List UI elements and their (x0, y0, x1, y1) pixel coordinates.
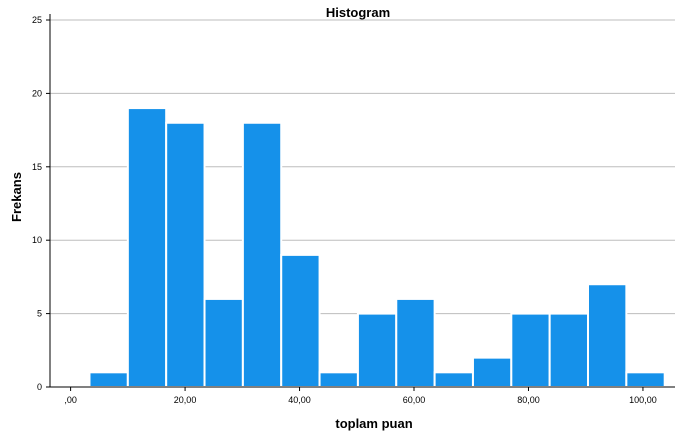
bar-6 (318, 371, 359, 389)
y-tick-label-0: 0 (37, 382, 42, 392)
bar-8 (395, 297, 436, 389)
y-tick-labels: 0 5 10 15 20 25 (32, 15, 42, 392)
bar-7 (356, 312, 398, 389)
y-axis-title: Frekans (9, 172, 24, 222)
bar-12 (548, 312, 590, 389)
x-tick-label-5: 100,00 (629, 395, 657, 405)
y-tick-label-3: 15 (32, 162, 42, 172)
x-tick-label-3: 60,00 (403, 395, 426, 405)
bar-4 (241, 121, 283, 388)
histogram-bars (88, 107, 666, 389)
y-tick-label-5: 25 (32, 15, 42, 25)
x-axis-title: toplam puan (335, 416, 412, 431)
bar-13 (587, 283, 628, 388)
y-tick-label-1: 5 (37, 309, 42, 319)
bar-11 (510, 312, 551, 389)
bar-14 (625, 371, 666, 389)
bar-1 (126, 107, 168, 389)
y-tick-label-4: 20 (32, 88, 42, 98)
bar-5 (280, 253, 321, 388)
bar-2 (165, 121, 206, 388)
y-tick-label-2: 10 (32, 235, 42, 245)
bar-10 (471, 356, 513, 389)
x-tick-label-2: 40,00 (288, 395, 311, 405)
x-tick-label-0: ,00 (64, 395, 77, 405)
bar-3 (203, 297, 244, 389)
chart-title: Histogram (326, 5, 390, 20)
bar-9 (433, 371, 474, 389)
bar-0 (88, 371, 129, 389)
axes (46, 14, 675, 391)
x-tick-label-1: 20,00 (174, 395, 197, 405)
x-tick-labels: ,00 20,00 40,00 60,00 80,00 100,00 (64, 395, 656, 405)
x-tick-label-4: 80,00 (517, 395, 540, 405)
